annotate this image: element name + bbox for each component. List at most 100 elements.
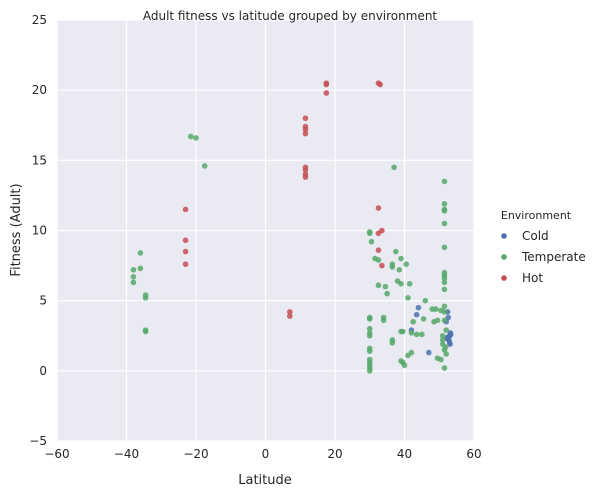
data-point-temperate: [441, 244, 448, 251]
data-point-temperate: [384, 290, 390, 297]
data-point-cold: [415, 304, 422, 311]
data-point-temperate: [380, 317, 387, 324]
data-point-temperate: [201, 163, 208, 169]
data-point-temperate: [130, 279, 137, 286]
x-tick-labels: −60 −40 −20 0 20 40 60: [44, 447, 481, 461]
data-point-temperate: [443, 351, 450, 357]
x-axis-label: Latitude: [238, 473, 292, 488]
legend-label-cold: Cold: [522, 229, 549, 243]
data-point-temperate: [137, 265, 144, 272]
data-point-hot: [379, 262, 385, 269]
x-tick-label: 20: [327, 447, 342, 461]
legend: Environment Cold Temperate Hot: [501, 209, 586, 285]
data-point-temperate: [422, 297, 429, 304]
x-tick-label: −20: [183, 447, 208, 461]
data-point-temperate: [441, 220, 448, 227]
series-hot: [182, 80, 385, 319]
x-tick-label: −40: [114, 447, 139, 461]
data-point-temperate: [403, 261, 410, 267]
data-point-temperate: [366, 332, 373, 339]
data-point-hot: [182, 206, 189, 213]
y-tick-label: 10: [32, 224, 47, 238]
data-point-temperate: [393, 248, 399, 255]
y-tick-label: −5: [29, 434, 47, 448]
data-point-temperate: [434, 317, 441, 324]
data-point-temperate: [441, 178, 448, 185]
data-point-temperate: [410, 318, 416, 325]
data-point-temperate: [130, 274, 137, 280]
data-point-cold: [447, 341, 453, 347]
y-tick-label: 5: [39, 294, 47, 308]
y-tick-label: 20: [32, 83, 47, 97]
data-point-hot: [379, 227, 385, 234]
data-point-hot: [377, 81, 383, 88]
y-tick-label: 25: [32, 13, 47, 27]
data-points: [130, 80, 454, 374]
data-point-temperate: [142, 328, 149, 335]
data-point-temperate: [441, 286, 448, 293]
data-point-hot: [302, 115, 309, 122]
data-point-temperate: [443, 327, 450, 333]
data-point-temperate: [366, 325, 373, 332]
data-point-temperate: [439, 337, 446, 343]
data-point-temperate: [398, 255, 404, 262]
data-point-cold: [426, 349, 432, 356]
data-point-cold: [447, 331, 454, 338]
data-point-hot: [287, 309, 293, 315]
data-point-temperate: [382, 283, 389, 290]
data-point-temperate: [366, 368, 373, 374]
data-point-temperate: [408, 330, 415, 336]
data-point-temperate: [375, 257, 382, 263]
data-point-hot: [182, 261, 189, 267]
data-point-cold: [445, 314, 452, 321]
data-point-temperate: [366, 230, 373, 237]
y-tick-label: 15: [32, 153, 47, 167]
chart-title: Adult fitness vs latitude grouped by env…: [143, 9, 438, 23]
data-point-temperate: [405, 295, 411, 301]
data-point-temperate: [396, 266, 403, 273]
x-tick-label: 60: [466, 447, 481, 461]
data-point-hot: [323, 81, 330, 88]
data-point-temperate: [193, 135, 199, 141]
data-point-temperate: [441, 208, 448, 214]
data-point-hot: [302, 174, 309, 180]
legend-title: Environment: [501, 209, 572, 222]
data-point-temperate: [399, 328, 406, 335]
x-tick-label: −60: [44, 447, 69, 461]
data-point-temperate: [419, 331, 425, 338]
data-point-temperate: [441, 309, 448, 315]
data-point-hot: [287, 313, 293, 319]
series-temperate: [130, 133, 450, 374]
data-point-hot: [302, 130, 309, 137]
data-point-temperate: [420, 316, 427, 322]
data-point-temperate: [389, 264, 396, 270]
data-point-hot: [182, 248, 189, 255]
data-point-temperate: [375, 282, 382, 289]
grid-lines: [56, 19, 475, 442]
y-tick-label: 0: [39, 364, 47, 378]
data-point-temperate: [441, 365, 448, 371]
data-point-temperate: [401, 362, 408, 369]
data-point-temperate: [441, 317, 448, 324]
data-point-hot: [375, 205, 382, 211]
data-point-temperate: [432, 306, 439, 312]
data-point-temperate: [441, 303, 448, 310]
data-point-temperate: [441, 201, 448, 207]
data-point-temperate: [413, 331, 420, 338]
data-point-temperate: [408, 349, 415, 356]
legend-marker-hot: [501, 275, 507, 281]
data-point-temperate: [406, 281, 413, 287]
data-point-temperate: [442, 344, 449, 350]
data-point-temperate: [142, 295, 149, 301]
data-point-temperate: [389, 339, 396, 346]
data-point-cold: [413, 311, 420, 318]
data-point-temperate: [439, 332, 446, 339]
legend-marker-temperate: [501, 254, 507, 260]
data-point-temperate: [391, 164, 397, 171]
data-point-temperate: [366, 348, 373, 354]
data-point-temperate: [137, 250, 144, 256]
data-point-temperate: [441, 279, 448, 286]
legend-label-temperate: Temperate: [521, 250, 586, 264]
data-point-hot: [302, 167, 309, 173]
